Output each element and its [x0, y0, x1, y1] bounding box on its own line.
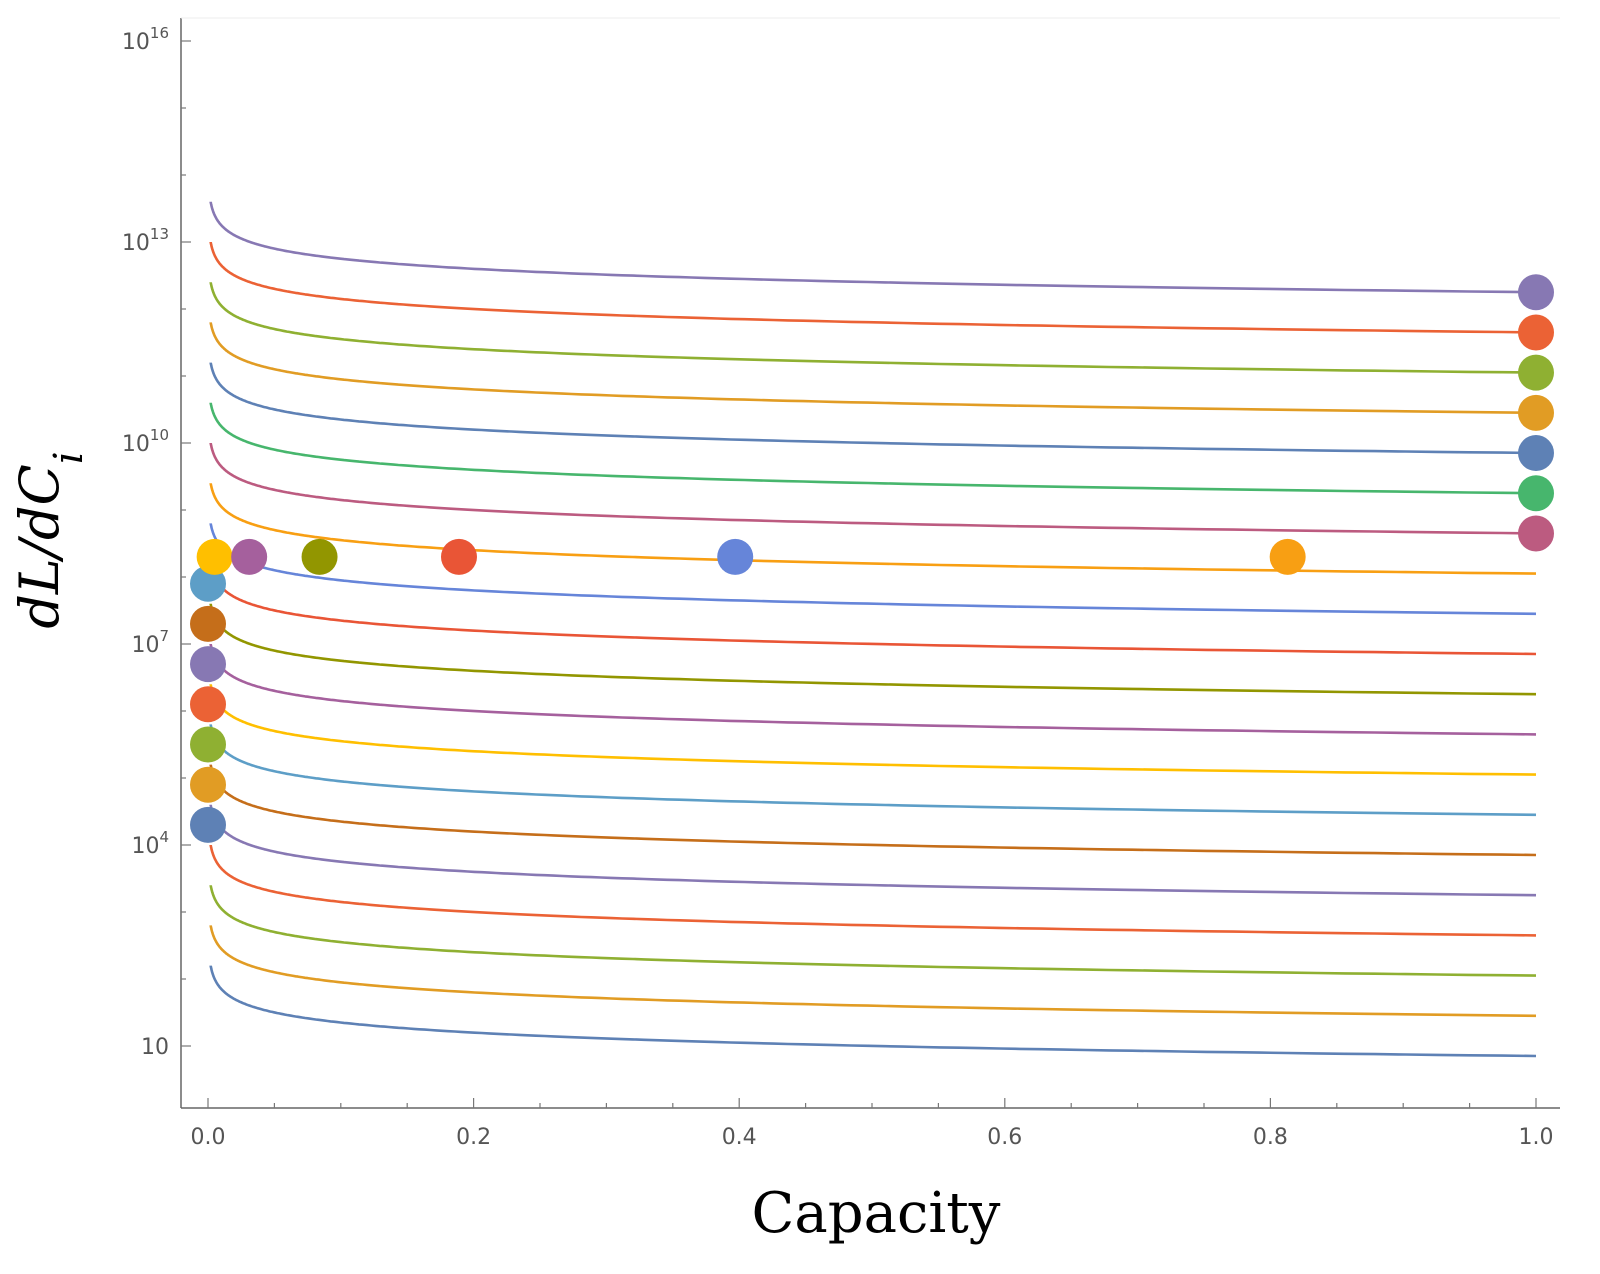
data-point-5 [190, 646, 226, 683]
data-point-10 [301, 538, 338, 575]
x-tick-label: 0.2 [456, 1125, 491, 1150]
x-axis-title: Capacity [752, 1181, 1001, 1246]
series-curve-4 [209, 844, 1537, 937]
data-point-18 [1518, 354, 1554, 391]
data-point-11 [440, 538, 477, 575]
y-tick-label: 10 [141, 1035, 169, 1060]
series-curve-15 [209, 401, 1537, 495]
y-axis-title-group: dL/dCi [8, 451, 92, 628]
x-tick-label: 0.4 [722, 1125, 757, 1150]
series-curve-9 [209, 643, 1537, 736]
x-tick-label: 0.8 [1253, 1125, 1288, 1150]
y-tick-exponent: 13 [150, 225, 169, 243]
y-tick-base: 10 [122, 30, 150, 55]
data-point-15 [1518, 475, 1554, 512]
series-curve-10 [209, 602, 1537, 696]
data-point-17 [1518, 394, 1554, 431]
series-curve-3 [209, 884, 1537, 977]
data-point-9 [231, 538, 268, 575]
y-tick-base: 10 [122, 231, 150, 256]
series-curve-17 [209, 321, 1537, 415]
data-point-2 [190, 766, 226, 803]
y-axis-title: dL/dCi [8, 451, 92, 628]
x-tick-label: 0.0 [191, 1125, 226, 1150]
y-tick-base: 10 [131, 834, 159, 859]
series-curve-18 [209, 281, 1537, 374]
series-curve-7 [209, 723, 1537, 817]
series-curve-14 [209, 442, 1537, 535]
y-tick-exponent: 10 [150, 426, 169, 444]
y-tick-base: 10 [141, 1035, 169, 1060]
series-curve-16 [209, 361, 1537, 455]
data-point-1 [190, 806, 226, 843]
y-tick-base: 10 [122, 432, 150, 457]
data-point-6 [190, 605, 226, 642]
y-tick-exponent: 4 [159, 828, 169, 846]
y-axis-title-main: dL/dC [8, 464, 71, 629]
data-point-19 [1518, 314, 1554, 351]
series-curve-19 [209, 241, 1537, 334]
data-point-16 [1518, 435, 1554, 472]
x-tick-label: 0.6 [987, 1125, 1022, 1150]
series-curve-12 [209, 522, 1537, 616]
y-tick-exponent: 16 [150, 24, 169, 42]
points-layer [190, 274, 1554, 843]
series-curve-5 [209, 803, 1537, 897]
y-axis-title-subscript: i [46, 451, 92, 464]
series-curve-2 [209, 924, 1537, 1018]
y-tick-label: 1016 [122, 24, 169, 55]
data-point-12 [717, 538, 754, 575]
plot-frame [180, 17, 1560, 1109]
x-tick-label: 1.0 [1519, 1125, 1554, 1150]
y-tick-label: 107 [131, 627, 169, 658]
data-point-3 [190, 726, 226, 763]
data-point-20 [1518, 274, 1554, 311]
data-point-13 [1269, 538, 1306, 575]
series-curve-20 [209, 200, 1537, 294]
series-curve-8 [209, 683, 1537, 776]
data-point-4 [190, 686, 226, 723]
y-tick-label: 1013 [122, 225, 169, 256]
data-point-14 [1518, 515, 1554, 552]
y-tick-label: 104 [131, 828, 169, 859]
data-point-8 [196, 538, 233, 575]
series-curve-11 [209, 562, 1537, 656]
series-curve-1 [209, 964, 1537, 1058]
series-curve-13 [209, 482, 1537, 575]
y-tick-label: 1010 [122, 426, 169, 457]
y-tick-exponent: 7 [159, 627, 169, 645]
series-curve-6 [209, 763, 1537, 857]
y-tick-base: 10 [131, 633, 159, 658]
curves-layer [209, 200, 1537, 1058]
